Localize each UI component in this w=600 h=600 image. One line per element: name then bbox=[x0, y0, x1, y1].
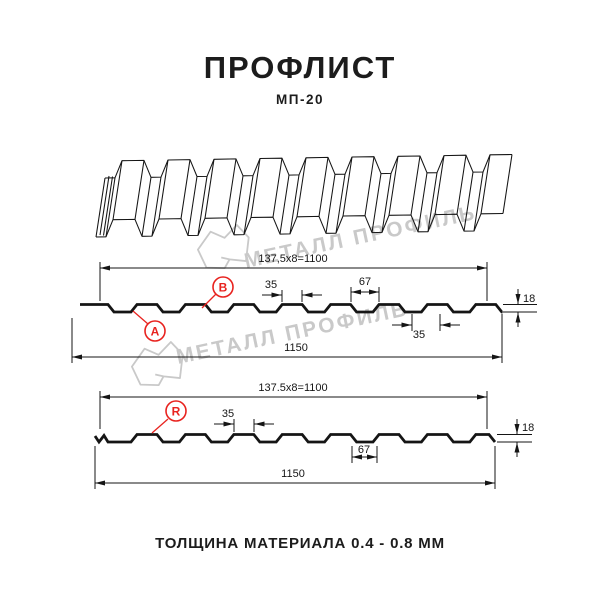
material-thickness-note: ТОЛЩИНА МАТЕРИАЛА 0.4 - 0.8 ММ bbox=[155, 535, 445, 552]
dim-profile-height: 18 bbox=[523, 293, 535, 305]
dim-overall-width-bottom: 1150 bbox=[281, 468, 305, 480]
dim-rib-base-width: 35 bbox=[413, 329, 425, 341]
dim-valley-width: 67 bbox=[359, 276, 371, 288]
label-r: R bbox=[172, 405, 181, 419]
label-b: B bbox=[219, 281, 228, 295]
profile-model-code: МП-20 bbox=[276, 92, 324, 107]
dim-rib-top-width: 35 bbox=[265, 279, 277, 291]
profile-outline-bottom bbox=[93, 433, 497, 445]
profiled-sheet-3d bbox=[95, 153, 513, 238]
dim-coverage-width-top: 137,5x8=1100 bbox=[258, 253, 327, 265]
dim-profile-height: 18 bbox=[522, 422, 534, 434]
dim-rib-top-width: 35 bbox=[222, 408, 234, 420]
label-r-circle bbox=[165, 400, 187, 422]
cross-section-bottom: 137.5x8=1100 35 67 18 1150 bbox=[93, 382, 534, 489]
label-a-circle bbox=[144, 320, 166, 342]
cross-section-top: 137,5x8=1100 35 67 35 18 bbox=[71, 253, 537, 363]
label-a: A bbox=[151, 325, 160, 339]
dim-valley-width: 67 bbox=[358, 444, 370, 456]
dim-overall-width-top: 1150 bbox=[284, 342, 308, 354]
label-b-circle bbox=[212, 276, 234, 298]
metall-profil-logo-icon bbox=[197, 224, 250, 270]
page-title: ПРОФЛИСТ bbox=[203, 50, 397, 85]
metall-profil-logo-icon bbox=[131, 341, 184, 387]
dim-coverage-width-bottom: 137.5x8=1100 bbox=[258, 382, 327, 394]
profile-outline-top bbox=[80, 303, 503, 314]
